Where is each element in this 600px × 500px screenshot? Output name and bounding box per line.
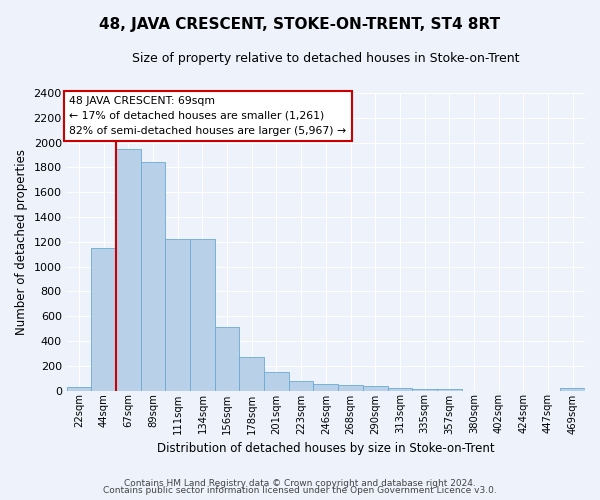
Bar [116, 149, 141, 390]
Bar [141, 162, 166, 390]
Bar [91, 248, 116, 390]
Bar [338, 385, 363, 390]
Bar [313, 384, 338, 390]
Bar [166, 240, 190, 390]
Text: Contains HM Land Registry data © Crown copyright and database right 2024.: Contains HM Land Registry data © Crown c… [124, 478, 476, 488]
Bar [437, 388, 461, 390]
Text: 48, JAVA CRESCENT, STOKE-ON-TRENT, ST4 8RT: 48, JAVA CRESCENT, STOKE-ON-TRENT, ST4 8… [100, 18, 500, 32]
Y-axis label: Number of detached properties: Number of detached properties [15, 149, 28, 335]
Bar [363, 386, 388, 390]
Bar [215, 328, 239, 390]
Bar [560, 388, 585, 390]
Title: Size of property relative to detached houses in Stoke-on-Trent: Size of property relative to detached ho… [132, 52, 520, 66]
Bar [190, 240, 215, 390]
Bar [289, 380, 313, 390]
Text: 48 JAVA CRESCENT: 69sqm
← 17% of detached houses are smaller (1,261)
82% of semi: 48 JAVA CRESCENT: 69sqm ← 17% of detache… [69, 96, 346, 136]
Bar [67, 387, 91, 390]
Bar [388, 388, 412, 390]
Bar [239, 357, 264, 390]
Text: Contains public sector information licensed under the Open Government Licence v3: Contains public sector information licen… [103, 486, 497, 495]
Bar [264, 372, 289, 390]
X-axis label: Distribution of detached houses by size in Stoke-on-Trent: Distribution of detached houses by size … [157, 442, 494, 455]
Bar [412, 388, 437, 390]
